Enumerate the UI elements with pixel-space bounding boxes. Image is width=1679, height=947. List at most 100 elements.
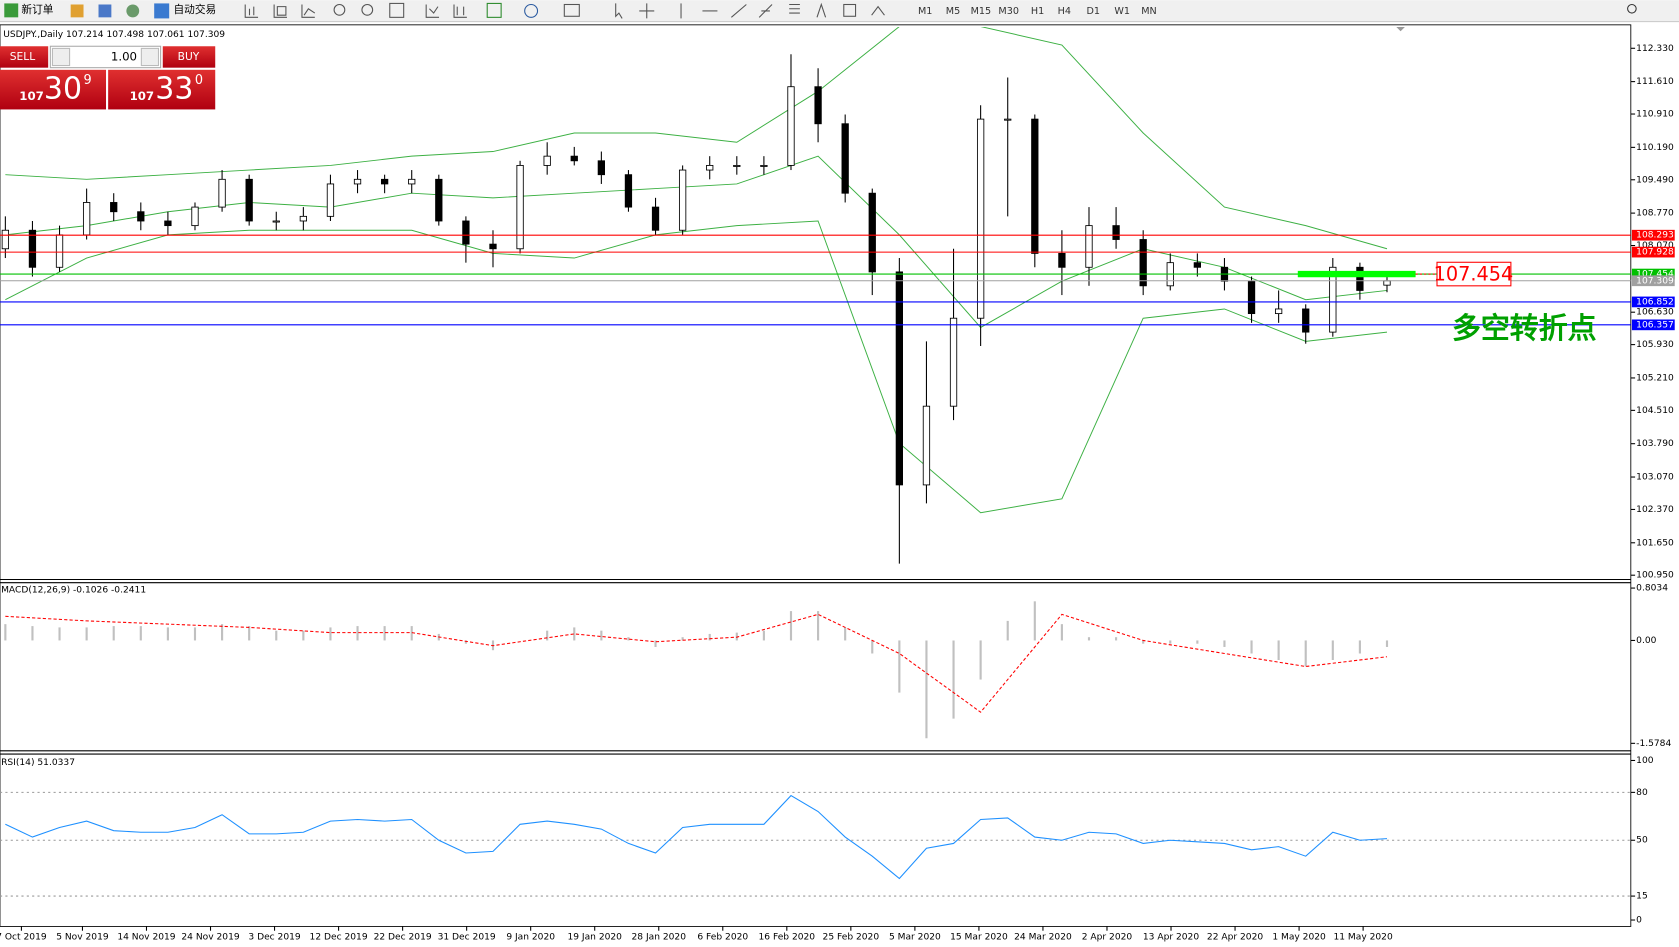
candle-body (1, 229, 9, 250)
toolbar (0, 0, 1679, 22)
lot-input[interactable] (49, 45, 162, 69)
candle-body (976, 118, 985, 319)
lot-value[interactable]: 1.00 (111, 49, 137, 63)
y-tick-label: 101.650 (1636, 538, 1674, 548)
macd-title: MACD(12,26,9) -0.1026 -0.2411 (1, 586, 146, 596)
buy-button[interactable] (162, 46, 216, 68)
buy-price-fraction: 0 (195, 73, 203, 88)
timeframe-button[interactable]: M1 (918, 6, 932, 17)
timeframes: M1 M5 M15 M30 H1 H4 D1 W1 MN (918, 6, 1157, 17)
timeframe-button[interactable]: M30 (998, 6, 1019, 17)
candle-body (814, 86, 822, 125)
x-tick-label: 6 Feb 2020 (697, 933, 748, 943)
new-order-icon[interactable] (4, 3, 19, 18)
icon[interactable] (563, 3, 580, 17)
candle-body (326, 183, 335, 217)
y-tick-label: 110.910 (1636, 110, 1674, 120)
icon[interactable] (639, 3, 655, 19)
chart-title: USDJPY.,Daily 107.214 107.498 107.061 10… (3, 30, 225, 40)
sell-label[interactable]: SELL (10, 50, 35, 63)
icon[interactable] (871, 5, 885, 16)
macd-signal (5, 613, 1388, 713)
x-tick-label: 28 Jan 2020 (631, 933, 686, 943)
icon[interactable] (273, 4, 287, 18)
icon[interactable] (425, 4, 440, 18)
auto-trading[interactable]: 自动交易 (173, 3, 216, 16)
icon[interactable] (615, 3, 623, 19)
timeframe-button[interactable]: M5 (946, 6, 960, 17)
x-tick-label: 11 May 2020 (1333, 933, 1393, 943)
candle-body (137, 211, 145, 222)
icon[interactable] (486, 2, 502, 18)
bollinger-upper (5, 26, 1388, 250)
candle-body (787, 86, 795, 166)
rsi-line (5, 794, 1388, 880)
timeframe-button[interactable]: H1 (1031, 6, 1044, 17)
new-order[interactable]: 新订单 (21, 3, 53, 16)
candle-body (218, 178, 226, 208)
sell-button[interactable] (0, 46, 49, 68)
price-plot (1, 26, 1391, 564)
buy-label[interactable]: BUY (178, 50, 200, 63)
timeframe-button[interactable]: D1 (1087, 6, 1101, 17)
icon[interactable] (361, 3, 374, 16)
x-tick-label: 12 Dec 2019 (310, 933, 368, 943)
icon[interactable] (333, 3, 346, 16)
price-level-label: 107.454 (1636, 270, 1674, 280)
lot-down[interactable] (51, 47, 71, 67)
candle-body (435, 178, 443, 222)
auto-trading-icon[interactable] (154, 3, 170, 19)
icon[interactable] (843, 3, 857, 17)
candle-body (1112, 225, 1120, 240)
candle-body (651, 206, 660, 231)
buy-price[interactable] (108, 69, 216, 110)
price-level-label: 108.293 (1636, 231, 1674, 241)
icon[interactable] (244, 4, 259, 18)
sell-price[interactable] (0, 69, 107, 110)
rsi-panel: 100 80 50 15 0 (0, 756, 1654, 926)
y-tick-label: 15 (1636, 892, 1648, 902)
candle-body (733, 164, 741, 167)
y-tick-label: 103.070 (1636, 473, 1674, 483)
candle-body (516, 164, 524, 250)
x-tick-label: 25 Feb 2020 (823, 933, 880, 943)
icon[interactable] (389, 2, 405, 18)
timeframe-button[interactable]: MN (1141, 6, 1157, 17)
timeframe-button[interactable]: M15 (971, 6, 992, 17)
sell-price-fraction: 9 (84, 73, 92, 88)
icon[interactable] (758, 4, 773, 18)
x-tick-label: 5 Nov 2019 (56, 933, 109, 943)
price-level-label: 107.928 (1636, 248, 1674, 258)
candle-body (760, 164, 768, 167)
lot-up[interactable] (140, 47, 160, 67)
candle-body (28, 229, 37, 268)
y-tick-label: 100.950 (1636, 571, 1674, 581)
icon[interactable] (301, 4, 316, 18)
candle-body (1329, 266, 1337, 333)
candle-body (489, 243, 497, 250)
toolbar-icons (244, 2, 885, 19)
icon[interactable] (524, 3, 539, 18)
candle-body (678, 169, 687, 231)
icon[interactable] (789, 3, 800, 14)
icon[interactable] (816, 2, 827, 18)
x-tick-label: 1 May 2020 (1272, 933, 1326, 943)
buy-price-pips: 33 (155, 72, 193, 107)
candle-body (597, 160, 605, 176)
x-tick-label: 3 Dec 2019 (248, 933, 301, 943)
price-level-box (1631, 229, 1675, 241)
icon[interactable] (70, 4, 84, 18)
icon[interactable] (126, 4, 140, 18)
y-tick-label: 0.8034 (1636, 584, 1668, 594)
icon[interactable] (731, 4, 747, 18)
timeframe-button[interactable]: H4 (1058, 6, 1071, 17)
candle-body (949, 317, 958, 407)
candle-body (299, 215, 307, 222)
x-tick-label: 22 Dec 2019 (374, 933, 432, 943)
chart-frame (0, 24, 1632, 927)
timeframe-button[interactable]: W1 (1114, 6, 1130, 17)
icon[interactable] (453, 4, 467, 18)
icon[interactable] (98, 4, 112, 18)
rsi-title: RSI(14) 51.0337 (1, 758, 75, 768)
search-icon[interactable] (1627, 3, 1637, 14)
